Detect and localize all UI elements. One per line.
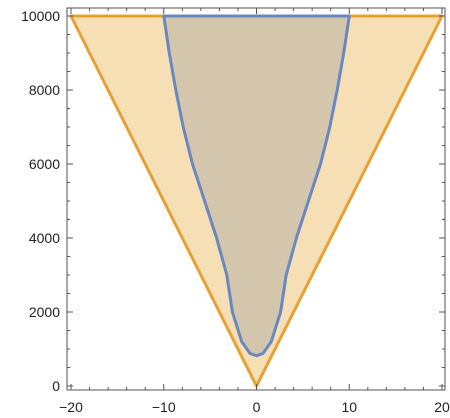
x-tick-label: −10 <box>152 399 176 415</box>
plot-lines <box>69 14 444 388</box>
axis-ticks <box>67 8 445 390</box>
series-1-area <box>163 16 350 356</box>
y-tick-label: 10000 <box>21 8 60 24</box>
x-tick-label: 10 <box>341 399 357 415</box>
axis-labels: −20 −10 0 10 20 0 2000 4000 6000 8000 10000 <box>21 8 450 415</box>
y-tick-label: 2000 <box>29 304 60 320</box>
x-tick-label: 20 <box>434 399 450 415</box>
series-1-line <box>162 14 351 358</box>
x-tick-label: −20 <box>59 399 83 415</box>
y-tick-label: 4000 <box>29 230 60 246</box>
plot-fills <box>71 16 442 386</box>
y-tick-label: 0 <box>52 378 60 394</box>
x-tick-label: 0 <box>253 399 261 415</box>
y-tick-label: 8000 <box>29 82 60 98</box>
y-tick-label: 6000 <box>29 156 60 172</box>
